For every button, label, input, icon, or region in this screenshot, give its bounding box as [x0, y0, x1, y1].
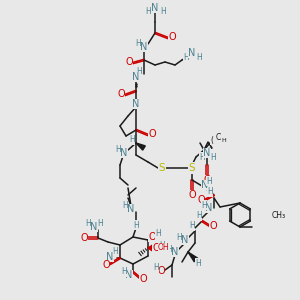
- Text: C: C: [215, 133, 220, 142]
- Text: H: H: [97, 220, 103, 229]
- Text: H: H: [135, 40, 141, 49]
- Text: O: O: [188, 190, 196, 200]
- Text: H: H: [201, 200, 207, 209]
- Text: (: (: [211, 136, 214, 145]
- Text: S: S: [159, 163, 165, 173]
- Text: N: N: [106, 252, 114, 262]
- Text: H: H: [189, 221, 195, 230]
- Text: H: H: [133, 220, 139, 230]
- Text: CH₃: CH₃: [272, 211, 286, 220]
- Text: O: O: [152, 243, 160, 253]
- Text: H: H: [196, 52, 202, 62]
- Text: H: H: [222, 137, 226, 142]
- Text: O: O: [209, 221, 217, 231]
- Text: O: O: [203, 175, 211, 185]
- Text: H: H: [159, 241, 165, 250]
- Text: O: O: [148, 232, 156, 242]
- Text: H: H: [183, 52, 189, 62]
- Text: H: H: [206, 176, 212, 185]
- Text: H: H: [136, 67, 142, 76]
- Text: H: H: [122, 202, 128, 211]
- Text: H: H: [160, 8, 166, 16]
- Text: O: O: [148, 129, 156, 139]
- Text: H: H: [199, 152, 205, 161]
- Text: N: N: [90, 222, 98, 232]
- Text: O: O: [117, 89, 125, 99]
- Text: O: O: [157, 266, 165, 276]
- Text: N: N: [205, 203, 213, 213]
- Text: N: N: [132, 99, 140, 109]
- Text: H: H: [207, 188, 213, 196]
- Text: N: N: [171, 247, 179, 257]
- Text: O: O: [139, 274, 147, 284]
- Text: H: H: [176, 232, 182, 242]
- Text: N: N: [120, 148, 128, 158]
- Text: O: O: [80, 233, 88, 243]
- Polygon shape: [136, 143, 145, 150]
- Text: H: H: [166, 244, 172, 253]
- Polygon shape: [188, 252, 198, 262]
- Text: N: N: [127, 204, 135, 214]
- Text: H: H: [155, 230, 161, 238]
- Text: H: H: [153, 263, 159, 272]
- Text: H: H: [210, 152, 216, 161]
- Text: O: O: [168, 32, 176, 42]
- Text: N: N: [203, 148, 211, 158]
- Text: N: N: [132, 72, 140, 82]
- Text: N: N: [125, 270, 133, 280]
- Text: O: O: [197, 195, 205, 205]
- Text: N: N: [140, 42, 148, 52]
- Text: O: O: [125, 57, 133, 67]
- Text: N: N: [151, 3, 159, 13]
- Text: H: H: [196, 212, 202, 220]
- Text: H: H: [112, 248, 118, 256]
- Text: H: H: [121, 268, 127, 277]
- Text: H: H: [145, 8, 151, 16]
- Text: H: H: [85, 220, 91, 229]
- Text: O: O: [102, 260, 110, 270]
- Text: N: N: [181, 235, 189, 245]
- Text: H: H: [195, 259, 201, 268]
- Text: H: H: [129, 136, 135, 145]
- Text: N: N: [188, 48, 196, 58]
- Text: S: S: [189, 163, 195, 173]
- Text: H: H: [115, 146, 121, 154]
- Text: OH: OH: [158, 244, 169, 253]
- Text: N: N: [201, 180, 209, 190]
- Polygon shape: [148, 244, 154, 252]
